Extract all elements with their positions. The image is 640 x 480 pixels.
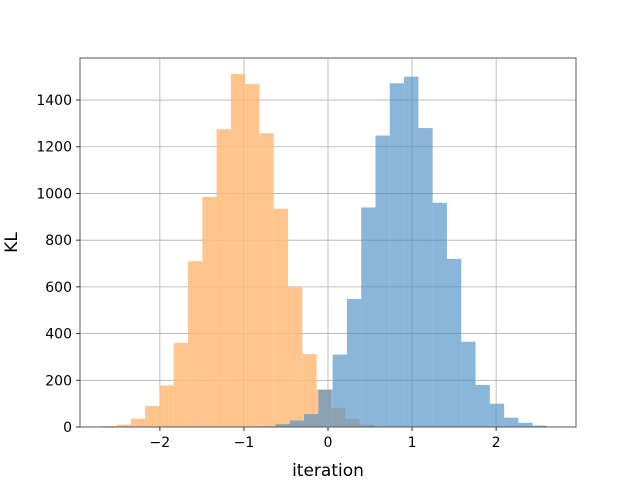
x-tick-label: −2 [150, 435, 171, 451]
histogram-bar [188, 261, 203, 427]
histogram-bar [446, 258, 462, 427]
histogram-bar [130, 418, 146, 427]
histogram-bar [116, 424, 131, 427]
x-tick-label: −1 [234, 435, 255, 451]
y-tick-label: 400 [45, 327, 72, 343]
histogram-bar [273, 208, 289, 427]
histogram-bar [404, 76, 419, 428]
y-tick-label: 200 [45, 373, 72, 389]
histogram-bar [259, 133, 274, 427]
histogram-bar [461, 341, 476, 427]
histogram-bar [288, 287, 303, 427]
histogram-bar [375, 135, 390, 427]
y-tick-label: 0 [63, 420, 72, 436]
y-axis-label: KL [2, 232, 22, 253]
grid-lines [80, 58, 576, 428]
histogram-bar [361, 207, 376, 427]
histogram-bar [504, 417, 519, 427]
histogram-bar [346, 299, 362, 427]
histogram-bar [332, 354, 347, 427]
histogram-bar [489, 403, 505, 427]
histogram-bar [432, 202, 447, 427]
histogram-bar [275, 424, 290, 427]
y-tick-label: 1400 [36, 93, 72, 109]
y-tick-label: 800 [45, 233, 72, 249]
histogram-bar [216, 129, 231, 427]
x-tick-label: 1 [408, 435, 417, 451]
histogram-bar [518, 422, 533, 427]
histogram-bars [102, 73, 547, 428]
x-tick-label: 2 [492, 435, 501, 451]
histogram-bar [304, 414, 319, 427]
histogram-bar [202, 196, 217, 427]
histogram-bar [318, 389, 333, 427]
histogram-bar [389, 83, 405, 428]
histogram-bar [245, 84, 260, 428]
histogram-bar [173, 342, 189, 427]
histogram-bar [230, 73, 246, 427]
axis-ticks: −2 −1 0 1 2 0 200 400 600 800 1000 1200 1400 [36, 93, 500, 451]
y-tick-label: 600 [45, 280, 72, 296]
x-tick-label: 0 [324, 435, 333, 451]
histogram-bar [475, 384, 490, 427]
histogram-bar [159, 385, 174, 427]
y-tick-label: 1200 [36, 140, 72, 156]
y-tick-label: 1000 [36, 186, 72, 202]
histogram-bar [532, 425, 547, 427]
x-axis-label: iteration [292, 461, 364, 480]
histogram-bar [418, 128, 433, 427]
histogram-bar [145, 405, 160, 427]
histogram-bar [302, 354, 317, 427]
histogram-bar [289, 420, 305, 427]
